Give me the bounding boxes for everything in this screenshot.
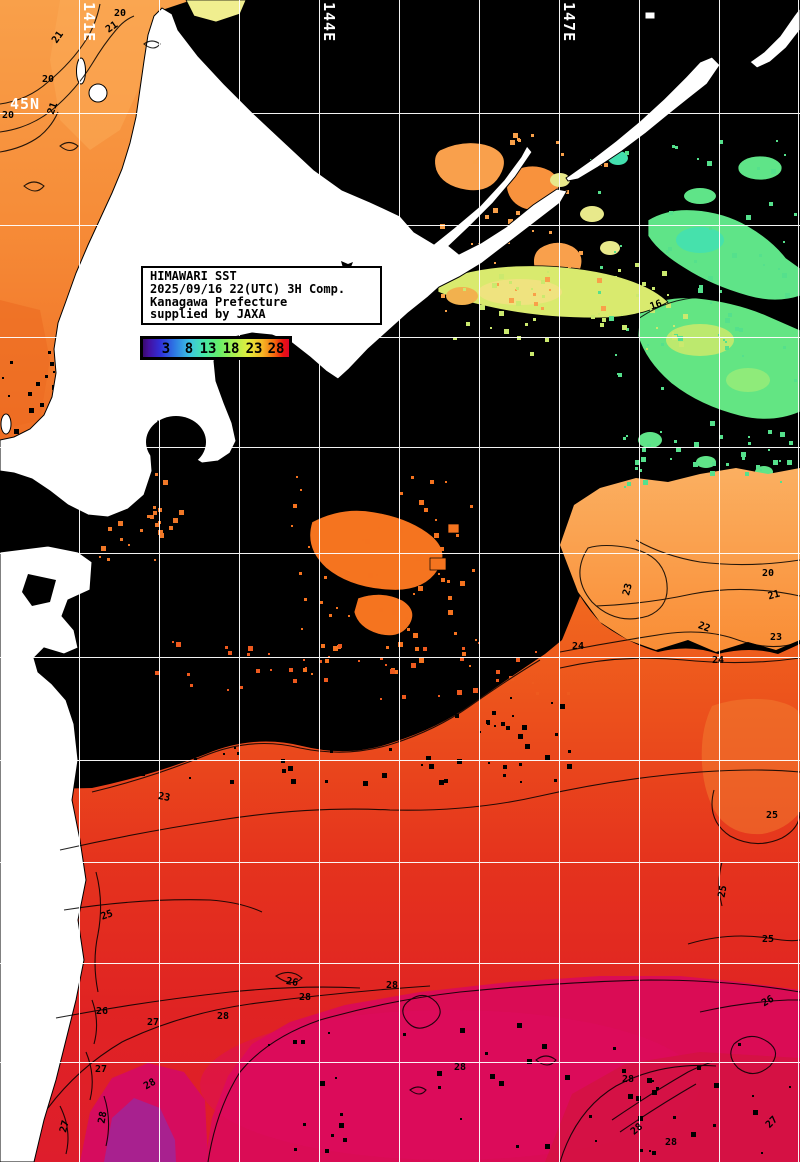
contour-label: 20 xyxy=(2,110,15,121)
contour-label: 23 xyxy=(770,632,783,643)
sst-patch-yellow-top xyxy=(185,0,247,23)
speckles xyxy=(2,133,797,1155)
contour-label: 25 xyxy=(762,934,775,945)
light-orange-lobe xyxy=(701,698,800,835)
colorbar-tick: 28 xyxy=(267,341,285,357)
contour-label: 28 xyxy=(299,992,312,1003)
temperature-colorbar: 3 8 13 18 23 28 xyxy=(140,336,292,360)
contour-label: 24 xyxy=(424,703,437,714)
info-line-product: HIMAWARI SST xyxy=(150,269,237,283)
contour-label: 28 xyxy=(386,980,399,991)
colorbar-tick: 8 xyxy=(184,341,194,357)
hokkaido-island xyxy=(0,7,568,518)
contour-label: 28 xyxy=(665,1137,678,1148)
contour-label: 27 xyxy=(147,1017,160,1028)
contour-label: 20 xyxy=(42,74,55,85)
funka-bay xyxy=(146,416,206,468)
contour-label: 24 xyxy=(712,655,725,666)
kunashiri-island xyxy=(565,56,721,182)
islet-speck xyxy=(644,11,656,20)
contour-label: 28 xyxy=(454,1062,467,1073)
etorofu-island xyxy=(749,7,800,69)
honshu-coast xyxy=(0,545,93,1162)
okushiri-island xyxy=(0,413,12,435)
contour-label: 28 xyxy=(96,1110,110,1125)
sea-of-japan-sst-field xyxy=(0,0,192,440)
contour-label: 26 xyxy=(96,1006,109,1017)
contour-label: 24 xyxy=(572,641,585,652)
central-orange-patches xyxy=(309,510,460,636)
lon-label-147e: 147E xyxy=(560,2,578,43)
colorbar-tick: 13 xyxy=(199,341,217,357)
light-orange-field xyxy=(560,468,800,652)
colorbar-tick: 23 xyxy=(245,341,263,357)
info-box: HIMAWARI SST 2025/09/16 22(UTC) 3H Comp.… xyxy=(141,266,382,325)
rebun-island xyxy=(88,83,108,103)
colorbar-tick: 18 xyxy=(222,341,240,357)
lon-label-141e: 141E xyxy=(80,2,98,43)
contour-label: 25 xyxy=(716,884,730,899)
info-line-agency: Kanagawa Prefecture xyxy=(150,294,288,309)
contour-label: 25 xyxy=(766,810,779,821)
magenta-sst-region xyxy=(80,976,800,1162)
info-line-datetime: 2025/09/16 22(UTC) 3H Comp. xyxy=(150,281,346,296)
contour-label: 20 xyxy=(762,568,775,579)
colorbar-tick: 3 xyxy=(161,341,171,357)
contour-label: 23 xyxy=(157,791,171,804)
contour-label: 20 xyxy=(114,8,127,19)
contour-label: 26 xyxy=(285,976,299,989)
lat-label-45n: 45N xyxy=(10,95,41,113)
info-line-credit: supplied by JAXA xyxy=(150,307,266,322)
over-28-purple-core xyxy=(104,1098,176,1162)
contour-label: 28 xyxy=(622,1074,635,1085)
contour-label: 27 xyxy=(95,1064,108,1075)
mutsu-bay xyxy=(22,574,56,606)
land-masses xyxy=(0,7,800,1162)
lon-label-144e: 144E xyxy=(320,2,338,43)
contour-label: 28 xyxy=(217,1011,230,1022)
sst-contour-lines xyxy=(0,3,800,1162)
